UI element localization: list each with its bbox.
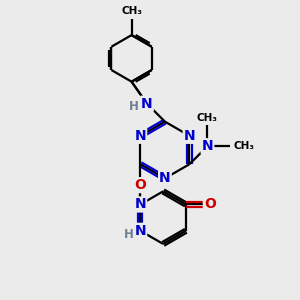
Text: N: N xyxy=(141,97,153,111)
Text: CH₃: CH₃ xyxy=(197,113,218,123)
Text: CH₃: CH₃ xyxy=(121,6,142,16)
Text: O: O xyxy=(134,178,146,192)
Text: N: N xyxy=(159,171,171,185)
Text: O: O xyxy=(204,197,216,212)
Text: N: N xyxy=(135,224,146,238)
Text: N: N xyxy=(135,197,146,212)
Text: CH₃: CH₃ xyxy=(233,141,254,151)
Text: N: N xyxy=(202,139,213,153)
Text: H: H xyxy=(124,228,134,241)
Text: H: H xyxy=(129,100,139,113)
Text: N: N xyxy=(184,129,195,143)
Text: N: N xyxy=(135,129,146,143)
